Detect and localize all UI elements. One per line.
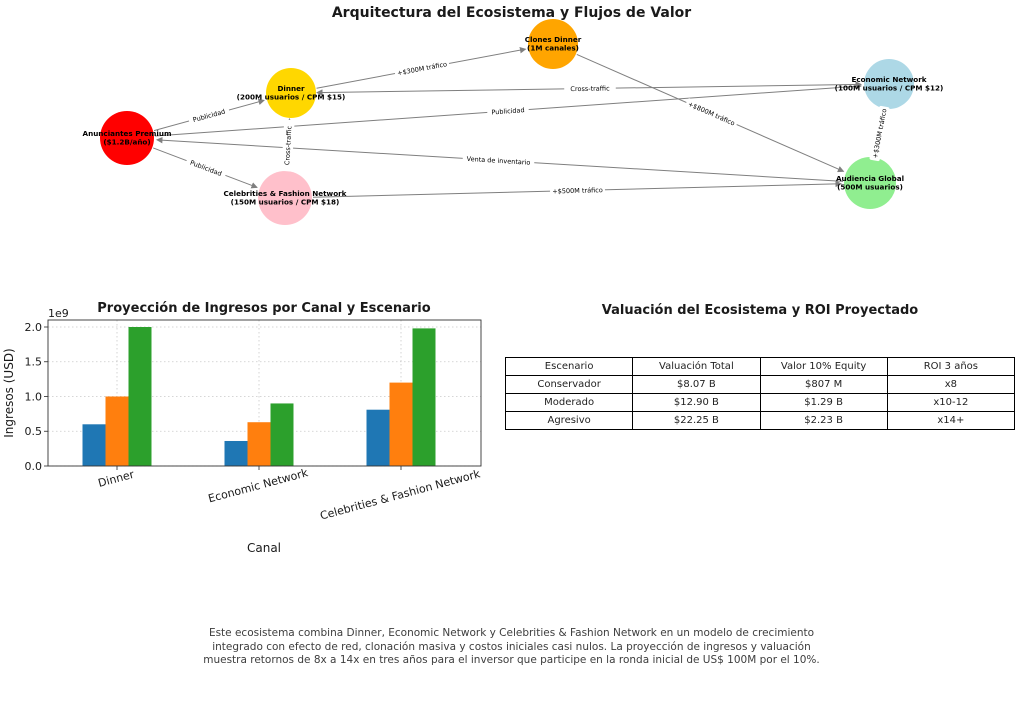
node-celebrities: Celebrities & Fashion Network (150M usuar… (224, 171, 347, 225)
node-circle-anunciantes (100, 111, 154, 165)
y-tick-label: 1.5 (25, 356, 43, 369)
node-circle-audiencia (844, 157, 896, 209)
y-axis-offset-text: 1e9 (48, 307, 69, 320)
x-tick-label: Economic Network (207, 466, 310, 505)
edge-label-text: Cross-traffic (283, 125, 293, 165)
edge-label-anunciantes-dinner: Publicidad (188, 105, 230, 126)
edge-label-dinner-celebrities: Cross-traffic (281, 119, 295, 172)
table-head: Escenario Valuación Total Valor 10% Equity… (504, 357, 1016, 376)
node-circle-celebrities (258, 171, 312, 225)
table-cell: x8 (886, 375, 1016, 394)
edge-label-celebrities-audiencia: +$500M tráfico (549, 184, 606, 197)
network-edges (152, 46, 887, 198)
edge-label-text: Publicidad (491, 106, 525, 116)
node-dinner: Dinner (200M usuarios / CPM $15) (237, 68, 346, 118)
bar-conservador-2 (224, 440, 248, 466)
node-label-dinner: Dinner (200M usuarios / CPM $15) (237, 84, 346, 102)
node-label-clones: Clones Dinner (1M canales) (525, 35, 582, 53)
ecosystem-network-diagram: Anunciantes Premium ($1.2B/año) Dinner (200… (83, 19, 944, 225)
table-cell: $22.25 B (632, 411, 761, 430)
node-label-audiencia: Audiencia Global (500M usuarios) (836, 174, 904, 192)
table-cell: $8.07 B (632, 375, 761, 394)
bar-agresivo-3 (412, 328, 436, 466)
x-axis-label: Canal (247, 541, 281, 555)
valuation-table-title: Valuación del Ecosistema y ROI Proyectad… (601, 303, 919, 318)
y-tick-label: 1.0 (25, 390, 43, 403)
edge-label-anunciantes-celebrities: Publicidad (185, 156, 227, 180)
table-cell: $12.90 B (632, 393, 761, 412)
revenue-bar-chart: 0.0 0.5 1.0 1.5 2.0 Dinner Economic Network Cel… (2, 301, 483, 555)
edge-label-clones-audiencia: +$800M tráfico (684, 98, 739, 129)
table-cell: $807 M (759, 375, 888, 394)
edge-label-dinner-clones: +$300M tráfico (394, 58, 450, 79)
edge-label-text: Venta de inventario (466, 155, 530, 167)
valuation-roi-table: Escenario Valuación Total Valor 10% Equity… (504, 357, 1016, 430)
edge-label-text: +$300M tráfico (396, 60, 447, 77)
edge-label-text: +$300M tráfico (871, 108, 888, 159)
node-economic: Economic Network (100M usuarios / CPM $12… (835, 59, 944, 109)
node-label-economic: Economic Network (100M usuarios / CPM $12… (835, 75, 944, 93)
table-cell: Conservador (504, 375, 634, 394)
table-cell: Agresivo (504, 411, 634, 430)
node-circle-clones (528, 19, 578, 69)
y-tick-label: 0.5 (25, 425, 43, 438)
bar-agresivo-1 (128, 327, 152, 466)
bar-moderado-2 (247, 422, 271, 466)
table-header-cell: Valor 10% Equity (759, 357, 888, 376)
x-tick-label: Celebrities & Fashion Network (319, 467, 483, 522)
bar-chart-title: Proyección de Ingresos por Canal y Escen… (97, 301, 430, 316)
table-cell: Moderado (504, 393, 634, 412)
table-cell: x10-12 (886, 393, 1016, 412)
y-tick-label: 2.0 (25, 321, 43, 334)
figure-title: Arquitectura del Ecosistema y Flujos de … (331, 5, 692, 21)
bar-agresivo-2 (270, 403, 294, 466)
edge-label-text: +$800M tráfico (687, 100, 736, 128)
bar-conservador-3 (366, 409, 390, 466)
table-header-cell: Escenario (504, 357, 634, 376)
chart-bars (82, 327, 436, 466)
table-cell: x14+ (886, 411, 1016, 430)
edge-label-anunciantes-economic: Publicidad (487, 104, 529, 118)
edge-label-economic-audiencia: +$300M tráfico (869, 105, 890, 162)
node-label-anunciantes: Anunciantes Premium ($1.2B/año) (83, 129, 172, 147)
node-circle-economic (864, 59, 914, 109)
node-label-celebrities: Celebrities & Fashion Network (150M usuar… (224, 189, 347, 207)
bar-moderado-1 (105, 396, 129, 466)
y-axis-label: Ingresos (USD) (2, 348, 16, 437)
node-clones: Clones Dinner (1M canales) (525, 19, 582, 69)
bar-moderado-3 (389, 382, 413, 466)
edge-label-text: +$500M tráfico (552, 186, 603, 195)
table-cell: $2.23 B (759, 411, 888, 430)
edge-label-text: Publicidad (192, 108, 226, 124)
node-circle-dinner (266, 68, 316, 118)
table-header-cell: Valuación Total (632, 357, 761, 376)
node-anunciantes: Anunciantes Premium ($1.2B/año) (83, 111, 172, 165)
network-nodes: Anunciantes Premium ($1.2B/año) Dinner (200… (83, 19, 944, 225)
edge-label-text: Cross-traffic (570, 84, 610, 93)
y-tick-label: 0.0 (25, 460, 43, 473)
x-tick-label: Dinner (97, 468, 136, 490)
table-cell: $1.29 B (759, 393, 888, 412)
bar-conservador-1 (82, 424, 106, 466)
edge-label-audiencia-anunciantes: Venta de inventario (462, 153, 535, 168)
table-header-cell: ROI 3 años (886, 357, 1016, 376)
edge-label-dinner-economic: Cross-traffic (564, 82, 616, 95)
figure-caption: Este ecosistema combina Dinner, Economic… (203, 627, 820, 666)
node-audiencia: Audiencia Global (500M usuarios) (836, 157, 904, 209)
